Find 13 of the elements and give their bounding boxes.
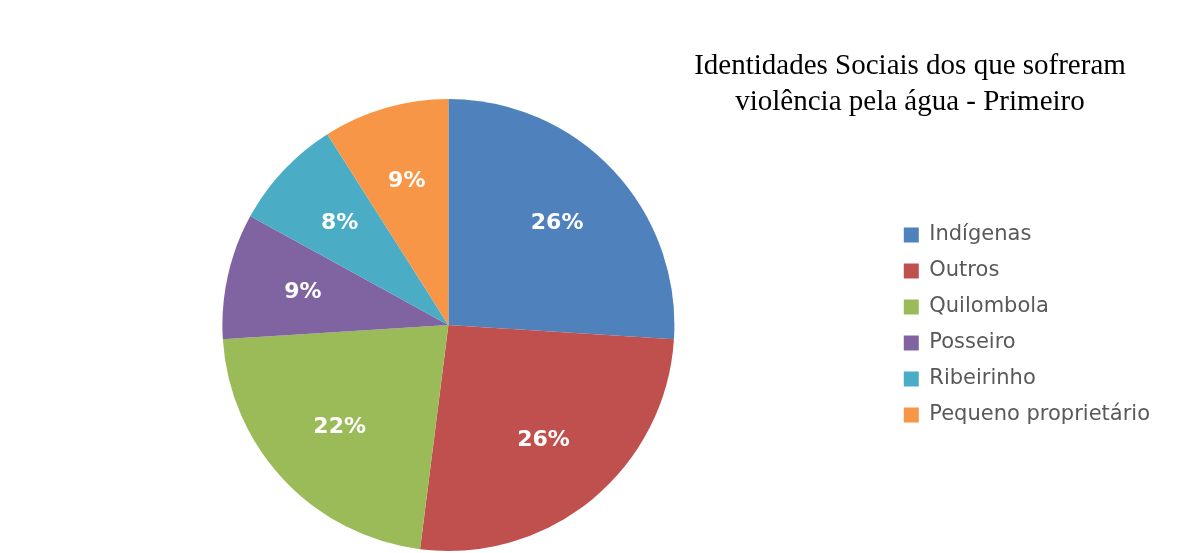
legend-label: Quilombola xyxy=(929,293,1049,318)
data-label: 22% xyxy=(313,412,366,438)
legend-label: Ribeirinho xyxy=(929,365,1036,390)
data-label: 26% xyxy=(517,425,570,451)
data-label: 9% xyxy=(284,278,322,304)
legend-label: Outros xyxy=(929,257,1000,282)
data-label: 9% xyxy=(388,167,426,193)
legend-label: Pequeno proprietário xyxy=(929,401,1150,426)
chart-title: Identidades Sociais dos que sofreram violência pela água - Primeiro xyxy=(693,47,1127,118)
legend-label: Indígenas xyxy=(929,221,1032,246)
data-label: 8% xyxy=(320,208,359,234)
legend-label: Posseiro xyxy=(929,329,1016,354)
data-label: 26% xyxy=(530,208,584,234)
